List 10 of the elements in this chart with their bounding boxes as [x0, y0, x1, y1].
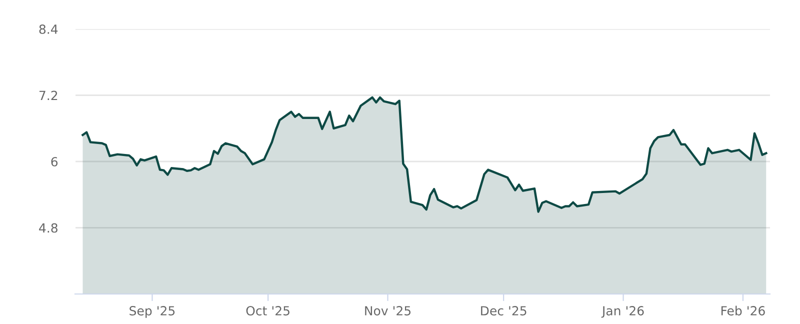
x-tick-label: Nov '25 [365, 306, 411, 316]
x-tick-label: Sep '25 [130, 306, 175, 318]
x-tick-label: Oct '25 [246, 306, 290, 316]
x-tick-label: Jan '26 [601, 306, 644, 318]
x-tick-label: Feb '26 [721, 306, 765, 316]
y-tick-label: 8.4 [39, 24, 58, 34]
y-tick-label: 7.2 [39, 90, 58, 100]
y-tick-label: 6 [51, 156, 58, 166]
y-tick-label: 4.8 [39, 223, 58, 233]
x-tick-label: Dec '25 [481, 306, 526, 316]
